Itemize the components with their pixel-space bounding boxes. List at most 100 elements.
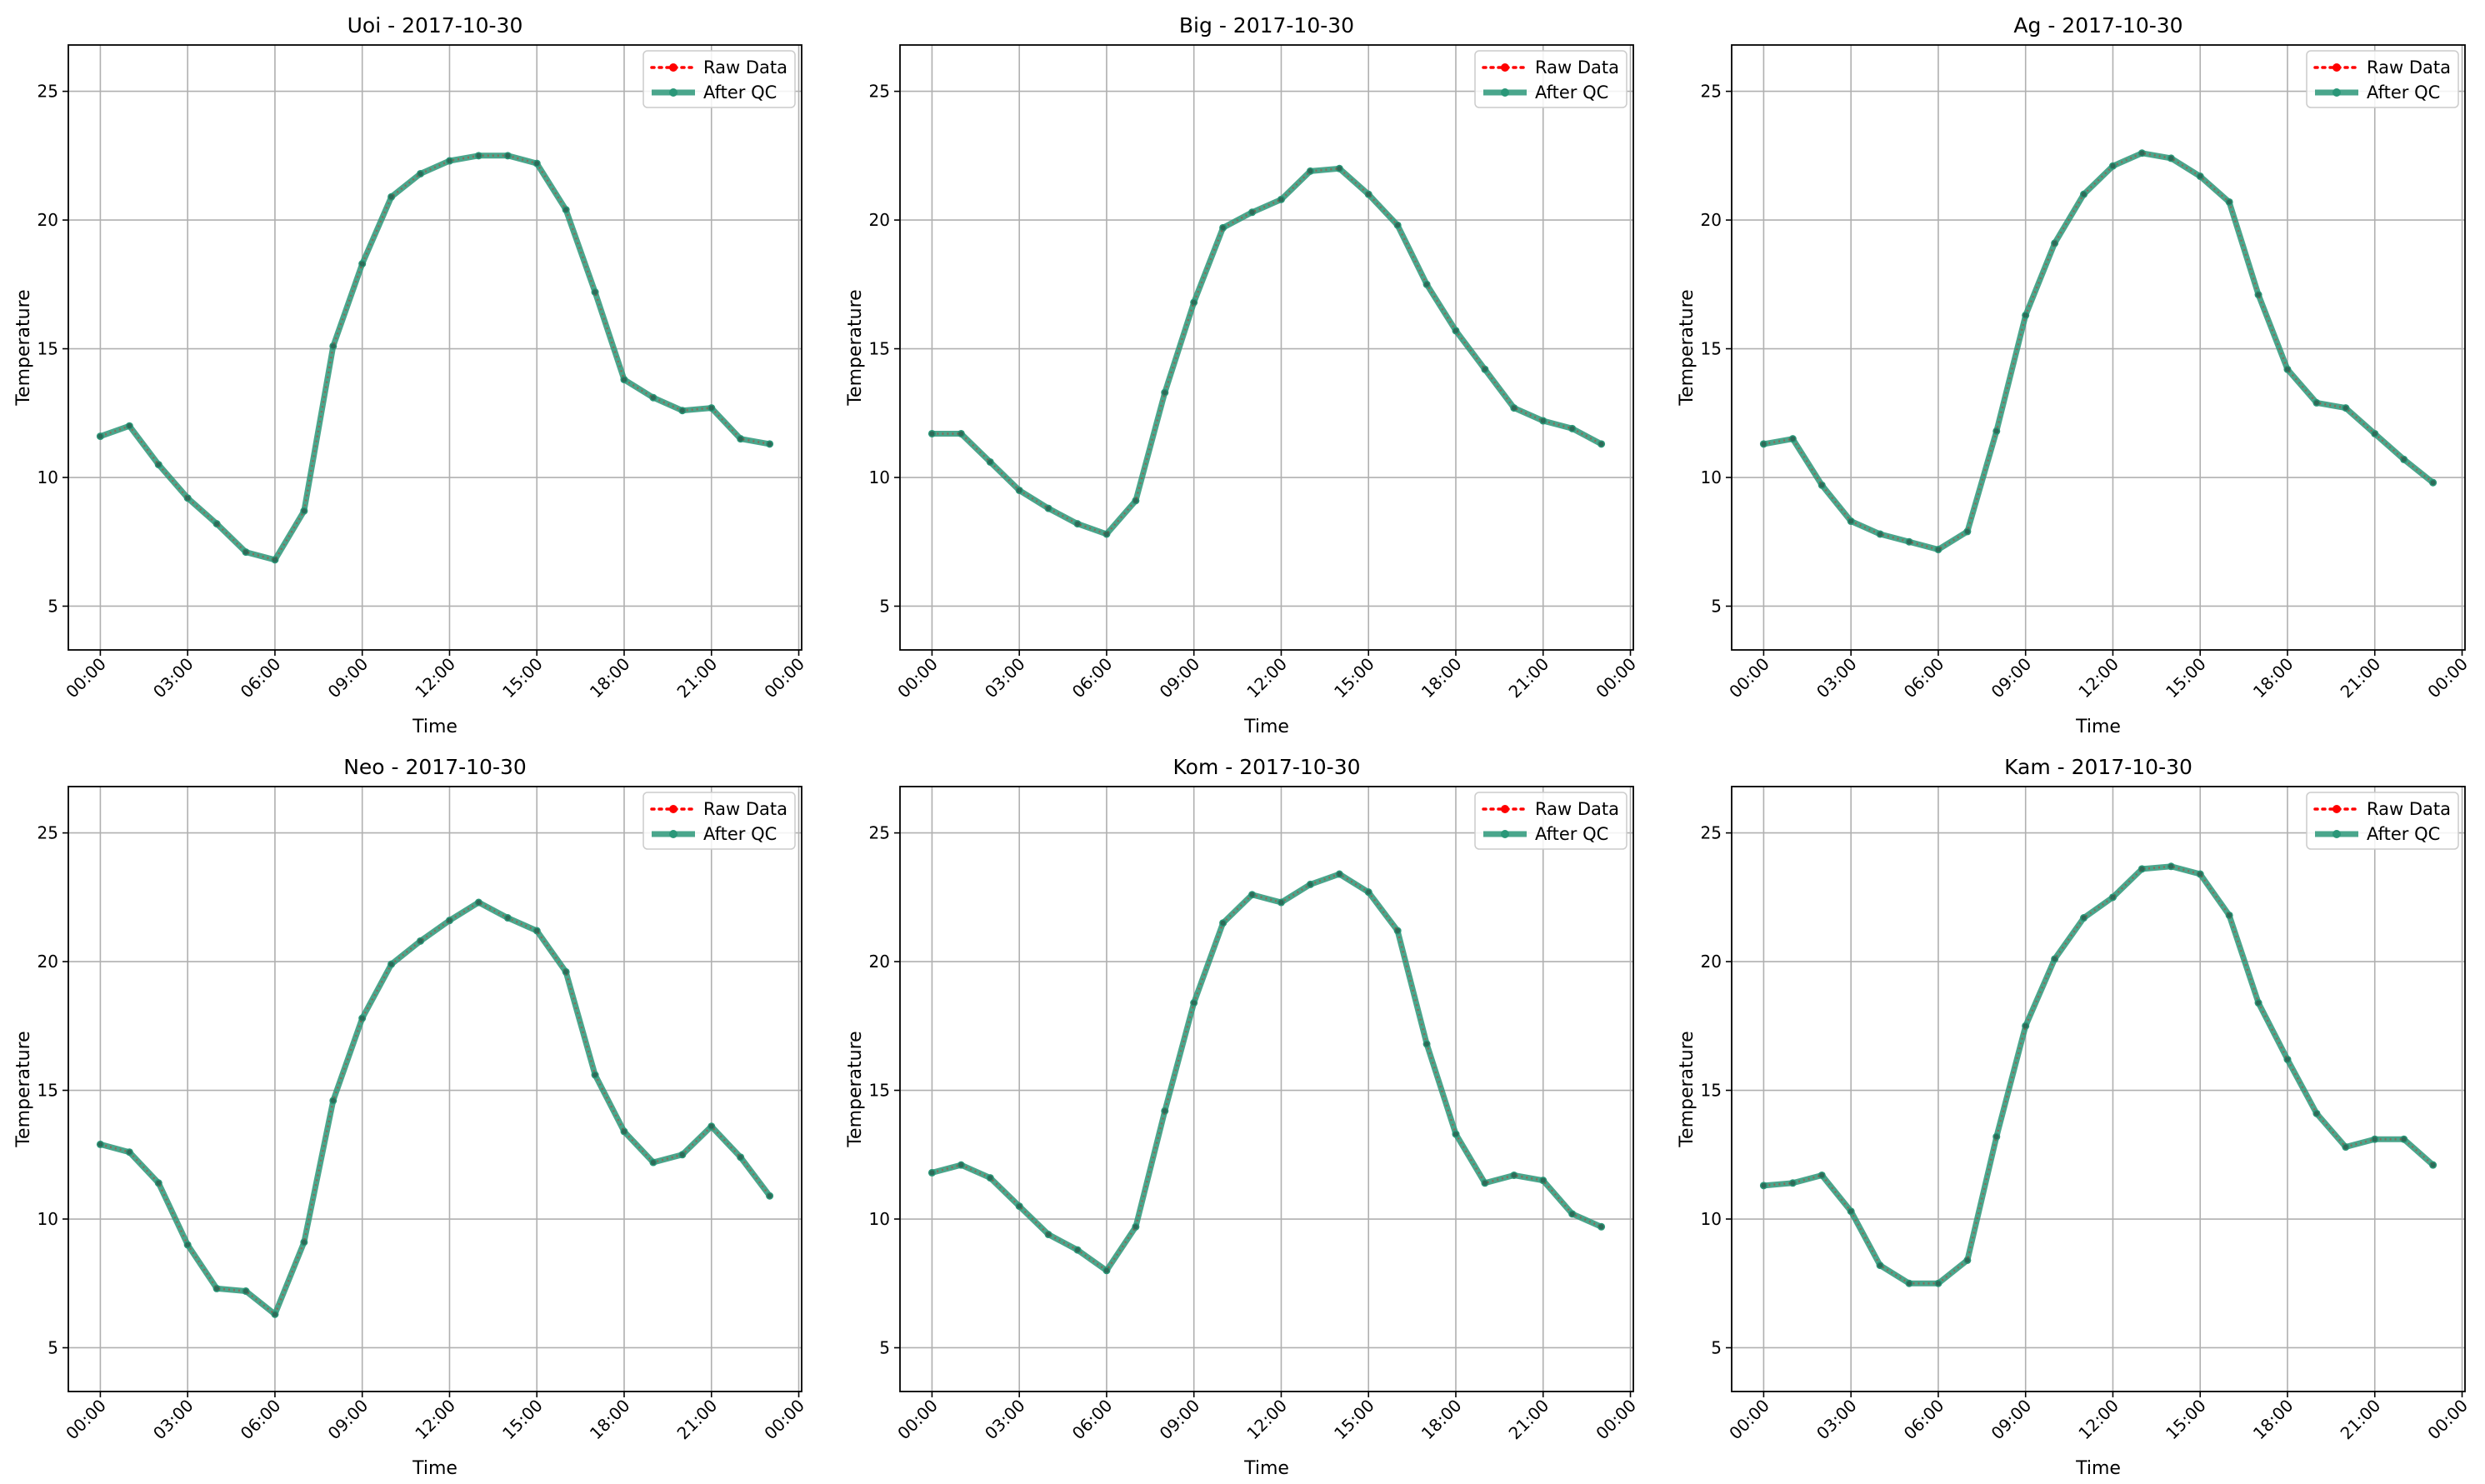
x-tick-label: 12:00 xyxy=(2074,1396,2122,1444)
y-tick-label: 10 xyxy=(869,1209,890,1229)
series-line-after-qc xyxy=(928,165,1605,537)
x-tick-label: 18:00 xyxy=(1418,1396,1466,1444)
y-tick-label: 10 xyxy=(869,467,890,487)
legend: Raw Data After QC xyxy=(2306,792,2459,850)
x-tick-label: 00:00 xyxy=(1592,654,1640,702)
point-raw-data xyxy=(1103,531,1109,537)
x-axis-label: Time xyxy=(1243,1458,1289,1479)
x-tick-label: 18:00 xyxy=(2249,654,2298,702)
x-tick-label: 09:00 xyxy=(1156,654,1204,702)
axes-frame xyxy=(68,44,802,651)
point-raw-data xyxy=(156,1180,162,1186)
series-line-after-qc xyxy=(97,899,773,1317)
point-raw-data xyxy=(418,171,423,177)
x-tick-label: 03:00 xyxy=(1812,1396,1861,1444)
legend: Raw Data After QC xyxy=(642,50,796,108)
point-raw-data xyxy=(359,261,365,267)
x-tick-label: 00:00 xyxy=(760,654,808,702)
subplot-1: 00:00 03:00 06:00 09:00 12:00 15:00 18:00 21:00… xyxy=(845,13,1640,737)
point-raw-data xyxy=(592,289,598,295)
point-raw-data xyxy=(1278,900,1284,906)
y-tick-label: 20 xyxy=(869,210,890,230)
legend-marker-raw-data xyxy=(1501,63,1509,72)
point-raw-data xyxy=(563,207,569,212)
point-raw-data xyxy=(2372,1137,2378,1142)
point-raw-data xyxy=(2227,912,2232,918)
point-raw-data xyxy=(2198,173,2203,179)
point-raw-data xyxy=(1308,882,1313,887)
point-raw-data xyxy=(330,343,336,349)
point-raw-data xyxy=(1993,1134,1999,1140)
point-raw-data xyxy=(214,1286,220,1292)
series-line-raw-data xyxy=(932,872,1602,1272)
legend: Raw Data After QC xyxy=(2306,50,2459,108)
point-raw-data xyxy=(1132,497,1138,503)
x-tick-label: 09:00 xyxy=(1988,1396,2036,1444)
x-tick-label: 00:00 xyxy=(893,1396,942,1444)
y-tick-label: 20 xyxy=(38,210,58,230)
point-raw-data xyxy=(127,423,132,429)
point-raw-data xyxy=(1511,1172,1517,1178)
y-tick-label: 15 xyxy=(869,1081,890,1101)
legend-label-after-qc: After QC xyxy=(1535,82,1608,102)
x-tick-label: 06:00 xyxy=(237,654,285,702)
series-line-after-qc xyxy=(1760,863,2437,1287)
point-raw-data xyxy=(563,969,569,975)
point-raw-data xyxy=(621,1128,627,1134)
y-tick-label: 20 xyxy=(38,952,58,972)
x-tick-label: 03:00 xyxy=(981,1396,1029,1444)
point-raw-data xyxy=(738,1154,743,1160)
point-raw-data xyxy=(243,1288,249,1294)
y-tick-label: 15 xyxy=(38,339,58,359)
point-raw-data xyxy=(272,1312,278,1317)
point-raw-data xyxy=(185,495,191,501)
x-tick-label: 00:00 xyxy=(2423,654,2472,702)
point-raw-data xyxy=(621,377,627,382)
x-tick-label: 00:00 xyxy=(1725,654,1773,702)
point-raw-data xyxy=(2430,480,2436,486)
point-raw-data xyxy=(534,161,540,167)
point-raw-data xyxy=(1103,1267,1109,1273)
legend-marker-raw-data xyxy=(2332,63,2341,72)
point-raw-data xyxy=(1598,1224,1604,1230)
point-raw-data xyxy=(447,917,452,923)
x-tick-label: 03:00 xyxy=(149,654,198,702)
point-raw-data xyxy=(2401,1137,2407,1142)
x-tick-label: 12:00 xyxy=(2074,654,2122,702)
point-raw-data xyxy=(534,928,540,934)
point-raw-data xyxy=(1540,1177,1546,1183)
legend-label-raw-data: Raw Data xyxy=(2367,57,2451,77)
point-raw-data xyxy=(1017,1203,1022,1209)
point-raw-data xyxy=(1075,1247,1081,1253)
point-raw-data xyxy=(2022,1023,2028,1029)
point-raw-data xyxy=(592,1072,598,1078)
point-raw-data xyxy=(2081,915,2087,921)
point-raw-data xyxy=(127,1149,132,1155)
point-raw-data xyxy=(1366,192,1372,197)
point-raw-data xyxy=(1452,1132,1458,1137)
y-tick-label: 15 xyxy=(1701,339,1722,359)
point-raw-data xyxy=(2284,1057,2290,1062)
x-tick-label: 09:00 xyxy=(324,654,372,702)
x-tick-label: 18:00 xyxy=(2249,1396,2298,1444)
legend-marker-after-qc xyxy=(1501,88,1509,97)
x-tick-label: 21:00 xyxy=(673,1396,722,1444)
point-raw-data xyxy=(1964,1257,1970,1263)
legend-marker-after-qc xyxy=(2332,88,2341,97)
point-raw-data xyxy=(2227,199,2232,205)
legend-label-raw-data: Raw Data xyxy=(1535,57,1619,77)
point-raw-data xyxy=(1819,482,1825,488)
legend-label-after-qc: After QC xyxy=(703,82,777,102)
point-raw-data xyxy=(1761,1182,1767,1188)
x-tick-label: 21:00 xyxy=(2337,654,2385,702)
point-raw-data xyxy=(2313,1111,2319,1117)
x-tick-label: 12:00 xyxy=(411,654,459,702)
series-line-after-qc xyxy=(928,871,1605,1274)
point-raw-data xyxy=(1162,390,1168,396)
x-tick-label: 18:00 xyxy=(586,654,634,702)
point-raw-data xyxy=(1935,547,1941,552)
y-tick-label: 25 xyxy=(1701,82,1722,102)
legend-label-raw-data: Raw Data xyxy=(703,57,788,77)
axes-frame xyxy=(899,44,1634,651)
point-raw-data xyxy=(2256,1000,2262,1006)
